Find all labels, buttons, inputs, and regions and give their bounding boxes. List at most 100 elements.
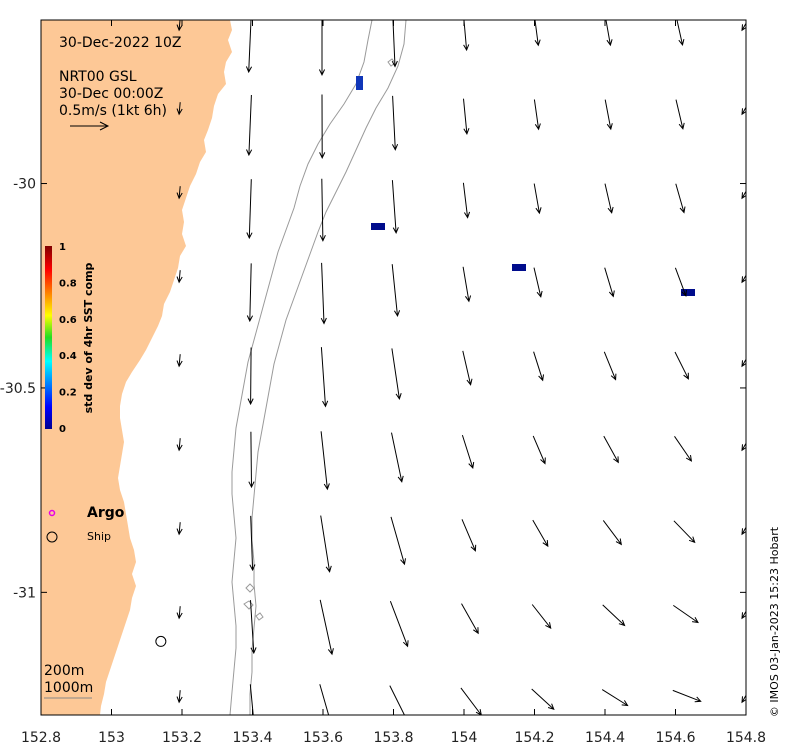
contour-label-1000m: 1000m	[44, 680, 93, 696]
colorbar-label: std dev of 4hr SST comp	[82, 262, 95, 413]
x-tick-label: 153.4	[232, 730, 272, 746]
current-arrow	[672, 689, 702, 703]
current-arrow	[533, 183, 542, 215]
x-axis-tick-labels: 152.8 153 153.2 153.4 153.6 153.8 154 154.2 154.…	[21, 730, 766, 746]
current-arrow	[247, 347, 254, 406]
seamount-outline	[243, 58, 396, 621]
current-arrow	[320, 431, 330, 491]
current-arrow	[249, 515, 256, 572]
current-arrow	[463, 98, 470, 135]
current-arrow	[460, 687, 482, 715]
ship-legend-marker	[46, 531, 58, 543]
colorbar-tick: 0.6	[59, 315, 77, 326]
x-tick-label: 154.8	[726, 730, 766, 746]
current-arrow	[533, 351, 544, 382]
x-tick-label: 154.4	[585, 730, 625, 746]
x-tick-label: 153.2	[162, 730, 202, 746]
current-arrow	[604, 183, 614, 214]
current-arrow	[391, 264, 401, 318]
current-arrow	[673, 520, 696, 544]
current-arrow	[601, 689, 629, 707]
colorbar-tick: 0	[59, 424, 66, 435]
current-arrow	[318, 20, 326, 77]
map-title: 30-Dec-2022 10Z	[59, 35, 182, 51]
current-arrow	[461, 434, 475, 469]
y-tick-label: -31	[13, 585, 36, 601]
argo-legend-marker	[48, 509, 56, 517]
x-tick-label: 152.8	[21, 730, 61, 746]
contour-label-200m: 200m	[44, 663, 84, 679]
coastline-land	[41, 20, 232, 715]
scale-arrow	[70, 121, 110, 131]
y-tick-label: -30.5	[0, 381, 36, 397]
argo-legend-label: Argo	[87, 505, 125, 521]
current-arrow	[176, 606, 183, 620]
current-arrow	[320, 515, 332, 573]
colorbar-tick: 0.4	[59, 351, 77, 362]
contour-200m	[229, 20, 373, 715]
current-arrow	[674, 267, 687, 297]
current-arrow	[391, 95, 399, 151]
current-arrow	[246, 263, 254, 323]
current-arrow	[389, 601, 409, 648]
colorbar-tick: 0.8	[59, 278, 77, 289]
current-arrow	[462, 266, 472, 303]
imos-credit: © IMOS 03-Jan-2023 15:23 Hobart	[768, 526, 781, 717]
data-time: 30-Dec 00:00Z	[59, 86, 163, 102]
x-tick-label: 154.6	[655, 730, 695, 746]
current-arrow	[532, 519, 549, 548]
current-arrow	[532, 435, 546, 465]
sst-marker	[371, 223, 385, 230]
current-arrow	[176, 438, 183, 452]
current-arrow	[250, 600, 257, 655]
current-arrow	[531, 688, 555, 710]
current-arrow	[602, 604, 626, 627]
current-arrow	[603, 351, 617, 381]
current-arrow	[320, 347, 329, 408]
current-arrow	[674, 351, 689, 380]
sst-marker	[512, 264, 526, 271]
current-arrow	[176, 270, 183, 284]
ship-marker	[155, 635, 167, 647]
current-arrow	[462, 182, 471, 219]
x-tick-label: 154	[451, 730, 478, 746]
x-tick-label: 153.8	[373, 730, 413, 746]
current-arrow	[604, 267, 615, 298]
current-arrow	[391, 432, 404, 483]
current-arrow	[391, 348, 402, 401]
x-tick-label: 154.2	[514, 730, 554, 746]
current-arrow	[246, 179, 253, 240]
current-arrow	[319, 178, 326, 242]
current-arrow	[533, 99, 541, 131]
current-arrow	[245, 20, 253, 74]
y-axis-tick-labels: -30 -30.5 -31	[0, 177, 36, 602]
current-arrow	[390, 516, 406, 566]
x-tick-label: 153	[98, 730, 125, 746]
current-arrow	[533, 267, 543, 298]
current-arrow	[249, 684, 254, 715]
current-arrow	[675, 99, 685, 130]
current-arrow	[675, 183, 686, 214]
current-arrow	[176, 690, 183, 704]
current-arrow	[462, 350, 473, 386]
current-arrow	[604, 99, 613, 131]
current-arrow	[531, 604, 552, 630]
current-arrow	[176, 186, 183, 200]
colorbar-tick: 1	[59, 242, 66, 253]
current-arrow	[319, 94, 326, 159]
current-arrow	[674, 436, 693, 462]
current-arrow	[176, 354, 183, 368]
scale-label: 0.5m/s (1kt 6h)	[59, 103, 167, 119]
current-arrow	[461, 519, 477, 552]
current-arrow	[319, 599, 334, 656]
colorbar-tick-labels: 1 0.8 0.6 0.4 0.2 0	[59, 242, 77, 435]
current-arrow	[673, 604, 699, 624]
current-arrow	[602, 520, 622, 546]
current-arrow	[248, 431, 255, 489]
current-arrow	[246, 94, 253, 157]
colorbar-tick: 0.2	[59, 388, 77, 399]
current-arrow	[176, 102, 183, 116]
current-arrow	[389, 685, 405, 715]
